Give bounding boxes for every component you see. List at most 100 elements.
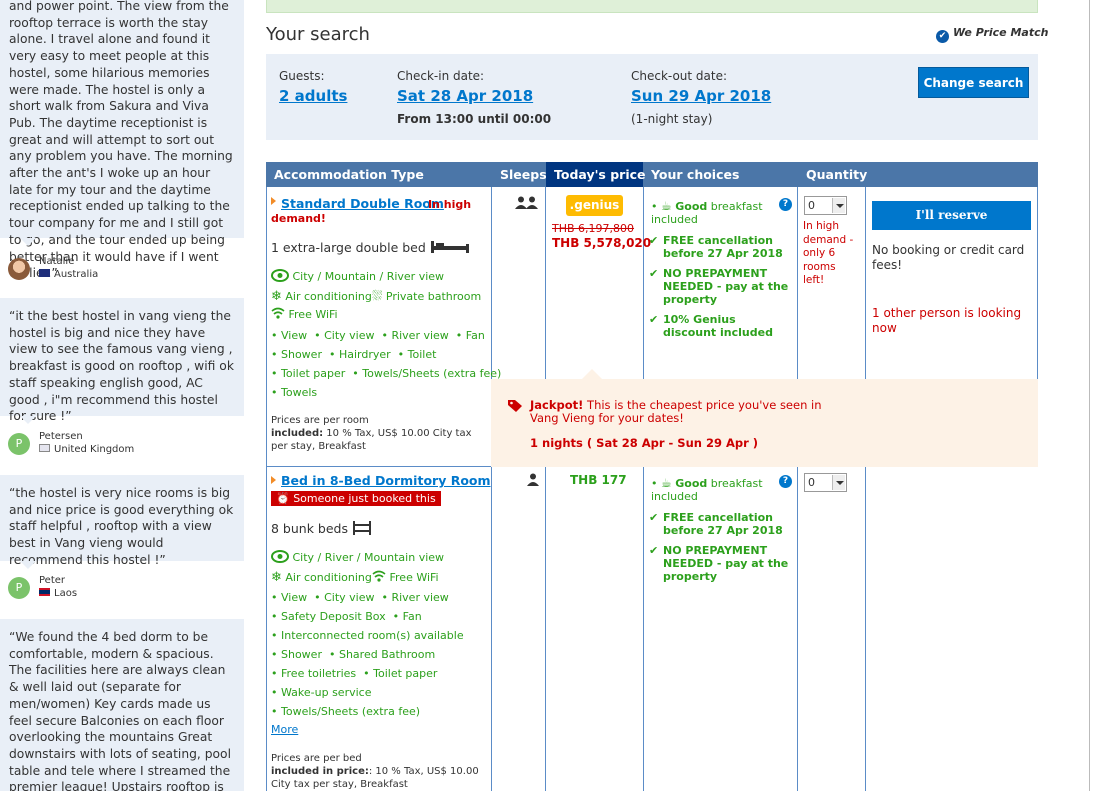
- col-todays-price: Today's price: [546, 162, 646, 187]
- review-text: “the hostel is very nice rooms is big an…: [9, 486, 234, 567]
- bed-type: 8 bunk beds: [271, 521, 372, 536]
- table-border: [1037, 187, 1038, 379]
- wifi-facility: Free WiFi: [372, 570, 439, 584]
- genius-badge: .genius: [566, 195, 623, 216]
- aircon-facility: ❄ Air conditioning: [271, 289, 372, 304]
- facility-list: • Free toiletries • Toilet paper: [271, 667, 438, 680]
- checkmark-icon: ✔: [936, 30, 949, 43]
- quantity-select[interactable]: 0: [804, 473, 847, 492]
- no-fees-note: No booking or credit card fees!: [872, 243, 1025, 272]
- room-name-link[interactable]: Bed in 8-Bed Dormitory Room: [281, 473, 491, 488]
- two-persons-icon: [515, 196, 538, 209]
- price-note: Prices are per room included: 10 % Tax, …: [271, 415, 472, 452]
- breakfast-choice: • ☕ Good breakfast included: [651, 476, 763, 504]
- wifi-facility: Free WiFi: [271, 307, 338, 321]
- reviewer-country: United Kingdom: [39, 444, 134, 455]
- help-icon[interactable]: ?: [779, 475, 792, 488]
- table-border: [545, 467, 546, 791]
- review-text: “We found the 4 bed dorm to be comfortab…: [9, 630, 231, 791]
- breakfast-choice: • ☕ Good breakfast included: [651, 199, 763, 227]
- australia-flag-icon: [39, 269, 50, 277]
- caret-right-icon: [271, 476, 276, 484]
- wifi-icon: [271, 307, 285, 319]
- coffee-cup-icon: ☕: [661, 476, 672, 490]
- review-card: “the hostel is very nice rooms is big an…: [0, 475, 244, 569]
- prepayment-choice: ✔ NO PREPAYMENT NEEDED - pay at the prope…: [649, 267, 789, 306]
- price: THB 177: [570, 473, 627, 487]
- price-match-badge[interactable]: ✔ We Price Match: [936, 26, 1048, 43]
- table-border: [545, 187, 546, 379]
- aircon-facility: ❄ Air conditioning: [271, 570, 372, 585]
- col-quantity: Quantity: [806, 167, 868, 182]
- quantity-select[interactable]: 0: [804, 196, 847, 215]
- bed-type: 1 extra-large double bed: [271, 240, 470, 255]
- review-text: and power point. The view from the rooft…: [9, 0, 233, 281]
- shower-icon: ⛆: [372, 289, 383, 304]
- single-person-icon: [527, 473, 539, 486]
- high-demand-label: In high: [428, 198, 472, 211]
- review-card: and power point. The view from the rooft…: [0, 0, 244, 280]
- facility-list: • Wake-up service: [271, 686, 372, 699]
- more-facilities-link[interactable]: More: [271, 723, 299, 736]
- table-border: [797, 187, 798, 379]
- checkin-label: Check-in date:: [397, 69, 485, 83]
- facility-list: • Safety Deposit Box • Fan: [271, 610, 422, 623]
- genius-discount-choice: ✔ 10% Genius discount included: [649, 313, 773, 339]
- price-note: Prices are per bed included in price:: 1…: [271, 753, 479, 790]
- reviews-column: and power point. The view from the rooft…: [0, 0, 245, 791]
- jackpot-dates: 1 nights ( Sat 28 Apr - Sun 29 Apr ): [530, 436, 759, 450]
- reviewer: P Peter Laos: [8, 575, 243, 615]
- reviewer-country: Australia: [39, 269, 98, 280]
- checkin-time: From 13:00 until 00:00: [397, 112, 552, 126]
- urgency-message: In high demand - only 6 rooms left!: [803, 220, 854, 286]
- original-price: THB 6,197,800: [552, 222, 635, 235]
- jackpot-tooltip: Jackpot! This is the cheapest price you'…: [491, 369, 1038, 467]
- room-name-link[interactable]: Standard Double Room: [281, 196, 444, 211]
- avatar: P: [8, 433, 30, 455]
- col-sleeps: Sleeps: [500, 167, 547, 182]
- alarm-clock-icon: ⏰: [276, 492, 290, 505]
- facility-list: • View • City view • River view • Fan: [271, 329, 485, 342]
- facility-list: • Towels: [271, 386, 318, 399]
- help-icon[interactable]: ?: [779, 198, 792, 211]
- checkout-link[interactable]: Sun 29 Apr 2018: [631, 87, 772, 105]
- table-border: [865, 467, 866, 791]
- prepayment-choice: ✔ NO PREPAYMENT NEEDED - pay at the prope…: [649, 544, 789, 583]
- reserve-button[interactable]: I'll reserve: [872, 201, 1031, 230]
- chevron-down-icon: [832, 198, 845, 213]
- checkout-label: Check-out date:: [631, 69, 728, 83]
- check-icon: ✔: [649, 267, 659, 280]
- table-border: [865, 187, 866, 379]
- view-facility: City / River / Mountain view: [271, 550, 444, 564]
- wifi-icon: [372, 570, 386, 582]
- table-header: Accommodation Type Sleeps Today's price …: [266, 162, 1038, 187]
- row-divider: [266, 466, 492, 467]
- notification-strip: [266, 0, 1038, 13]
- eye-icon: [271, 550, 289, 563]
- reviewer-name: Peter: [39, 575, 66, 586]
- reviewer: P Petersen United Kingdom: [8, 431, 243, 471]
- guests-link[interactable]: 2 adults: [279, 87, 348, 105]
- review-card: “it the best hostel in vang vieng the ho…: [0, 298, 244, 424]
- double-bed-icon: [430, 241, 469, 253]
- table-border: [491, 187, 492, 791]
- stay-length: (1-night stay): [631, 112, 713, 126]
- reviewer-country: Laos: [39, 588, 77, 599]
- bathroom-facility: ⛆ Private bathroom: [372, 289, 482, 304]
- recently-booked-badge: ⏰ Someone just booked this: [271, 491, 441, 506]
- change-search-button[interactable]: Change search: [918, 67, 1029, 98]
- high-demand-label: demand!: [271, 212, 326, 225]
- reviewer: Natalie Australia: [8, 256, 243, 296]
- check-icon: ✔: [649, 313, 659, 326]
- view-facility: City / Mountain / River view: [271, 269, 444, 283]
- laos-flag-icon: [39, 588, 50, 596]
- uk-flag-icon: [39, 444, 50, 452]
- checkin-link[interactable]: Sat 28 Apr 2018: [397, 87, 534, 105]
- snowflake-icon: ❄: [271, 289, 282, 304]
- search-summary: Guests: 2 adults Check-in date: Sat 28 A…: [266, 54, 1038, 140]
- discounted-price: THB 5,578,020: [552, 236, 652, 250]
- facility-list: • Towels/Sheets (extra fee): [271, 705, 421, 718]
- cancellation-choice: ✔ FREE cancellation before 27 Apr 2018: [649, 511, 783, 537]
- jackpot-message: Jackpot! This is the cheapest price you'…: [530, 398, 822, 425]
- table-border: [643, 467, 644, 791]
